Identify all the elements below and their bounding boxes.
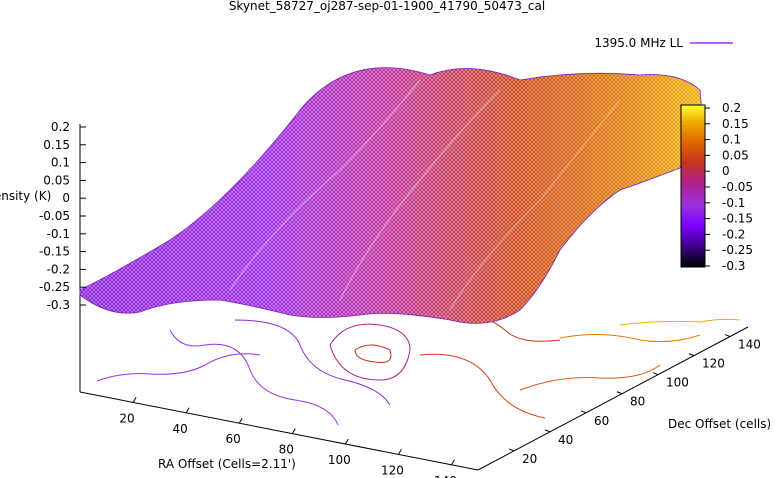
x-axis-label: RA Offset (Cells=2.11') bbox=[158, 457, 296, 471]
x-tick-label: 140 bbox=[434, 474, 457, 478]
colorbar-tick-label: 0 bbox=[722, 164, 730, 178]
y-tick-label: 20 bbox=[522, 452, 537, 466]
intensity-surface bbox=[79, 67, 703, 324]
x-tick-label: 20 bbox=[119, 411, 134, 425]
colorbar-tick-label: 0.15 bbox=[722, 117, 749, 131]
colorbar bbox=[680, 104, 706, 268]
x-tick-mark bbox=[185, 407, 190, 414]
x-tick-label: 60 bbox=[226, 432, 241, 446]
z-tick-label: -0.1 bbox=[47, 227, 70, 241]
z-axis-ticks: 0.2 0.15 0.1 0.05 0 -0.05 -0.1 -0.15 -0.2 -0.25 -0… bbox=[39, 120, 86, 312]
z-tick-label: -0.3 bbox=[47, 298, 70, 312]
y-tick-mark bbox=[508, 448, 515, 452]
x-tick-label: 120 bbox=[381, 463, 404, 477]
x-tick-mark bbox=[132, 397, 137, 403]
colorbar-tick-label: -0.2 bbox=[722, 227, 745, 241]
x-tick-label: 100 bbox=[328, 453, 351, 467]
colorbar-tick-label: -0.25 bbox=[722, 243, 753, 257]
y-tick-label: 80 bbox=[630, 395, 645, 409]
y-tick-label: 120 bbox=[702, 357, 725, 371]
x-tick-label: 80 bbox=[279, 443, 294, 457]
z-tick-label: -0.15 bbox=[39, 245, 70, 259]
z-tick-label: 0.1 bbox=[51, 156, 70, 170]
x-axis-ticks: 20 40 60 80 100 120 140 bbox=[119, 397, 457, 478]
legend-label: 1395.0 MHz LL bbox=[594, 36, 683, 50]
chart-title: Skynet_58727_oj287-sep-01-1900_41790_504… bbox=[229, 0, 545, 13]
y-tick-mark bbox=[724, 334, 731, 337]
z-tick-label: 0.05 bbox=[43, 173, 70, 187]
x-tick-mark bbox=[344, 438, 349, 445]
x-tick-mark bbox=[238, 417, 243, 424]
x-tick-mark bbox=[397, 449, 402, 455]
y-tick-label: 60 bbox=[594, 414, 609, 428]
y-axis-ticks: 20 40 60 80 100 120 140 bbox=[508, 334, 761, 466]
z-tick-label: 0.2 bbox=[51, 120, 70, 134]
colorbar-ticks: 0.2 0.15 0.10.05 0 -0.05 -0.1 -0.15-0.2 -0.25 -0… bbox=[705, 101, 753, 273]
colorbar-tick-label: 0.2 bbox=[722, 101, 741, 115]
colorbar-tick-label: -0.15 bbox=[722, 212, 753, 226]
y-tick-label: 100 bbox=[666, 376, 689, 390]
z-axis-label: Intensity (K) bbox=[0, 189, 51, 203]
y-tick-mark bbox=[652, 372, 659, 376]
z-tick-label: 0.15 bbox=[43, 138, 70, 152]
z-tick-label: 0 bbox=[62, 191, 70, 205]
y-tick-mark bbox=[580, 410, 587, 414]
y-tick-mark bbox=[544, 429, 551, 433]
x-tick-label: 40 bbox=[172, 422, 187, 436]
y-tick-label: 140 bbox=[738, 338, 761, 352]
colorbar-tick-label: 0.1 bbox=[722, 133, 741, 147]
y-tick-label: 40 bbox=[558, 433, 573, 447]
z-tick-label: -0.05 bbox=[39, 209, 70, 223]
z-tick-label: -0.2 bbox=[47, 262, 70, 276]
colorbar-tick-label: 0.05 bbox=[722, 148, 749, 162]
y-axis-label: Dec Offset (cells) bbox=[668, 417, 771, 431]
z-tick-label: -0.25 bbox=[39, 280, 70, 294]
y-tick-mark bbox=[616, 391, 623, 395]
colorbar-tick-label: -0.3 bbox=[722, 259, 745, 273]
colorbar-tick-label: -0.05 bbox=[722, 180, 753, 194]
base-plane bbox=[79, 124, 749, 471]
colorbar-tick-label: -0.1 bbox=[722, 196, 745, 210]
y-tick-mark bbox=[688, 353, 695, 357]
x-tick-mark bbox=[451, 459, 455, 466]
x-tick-mark bbox=[291, 428, 296, 434]
